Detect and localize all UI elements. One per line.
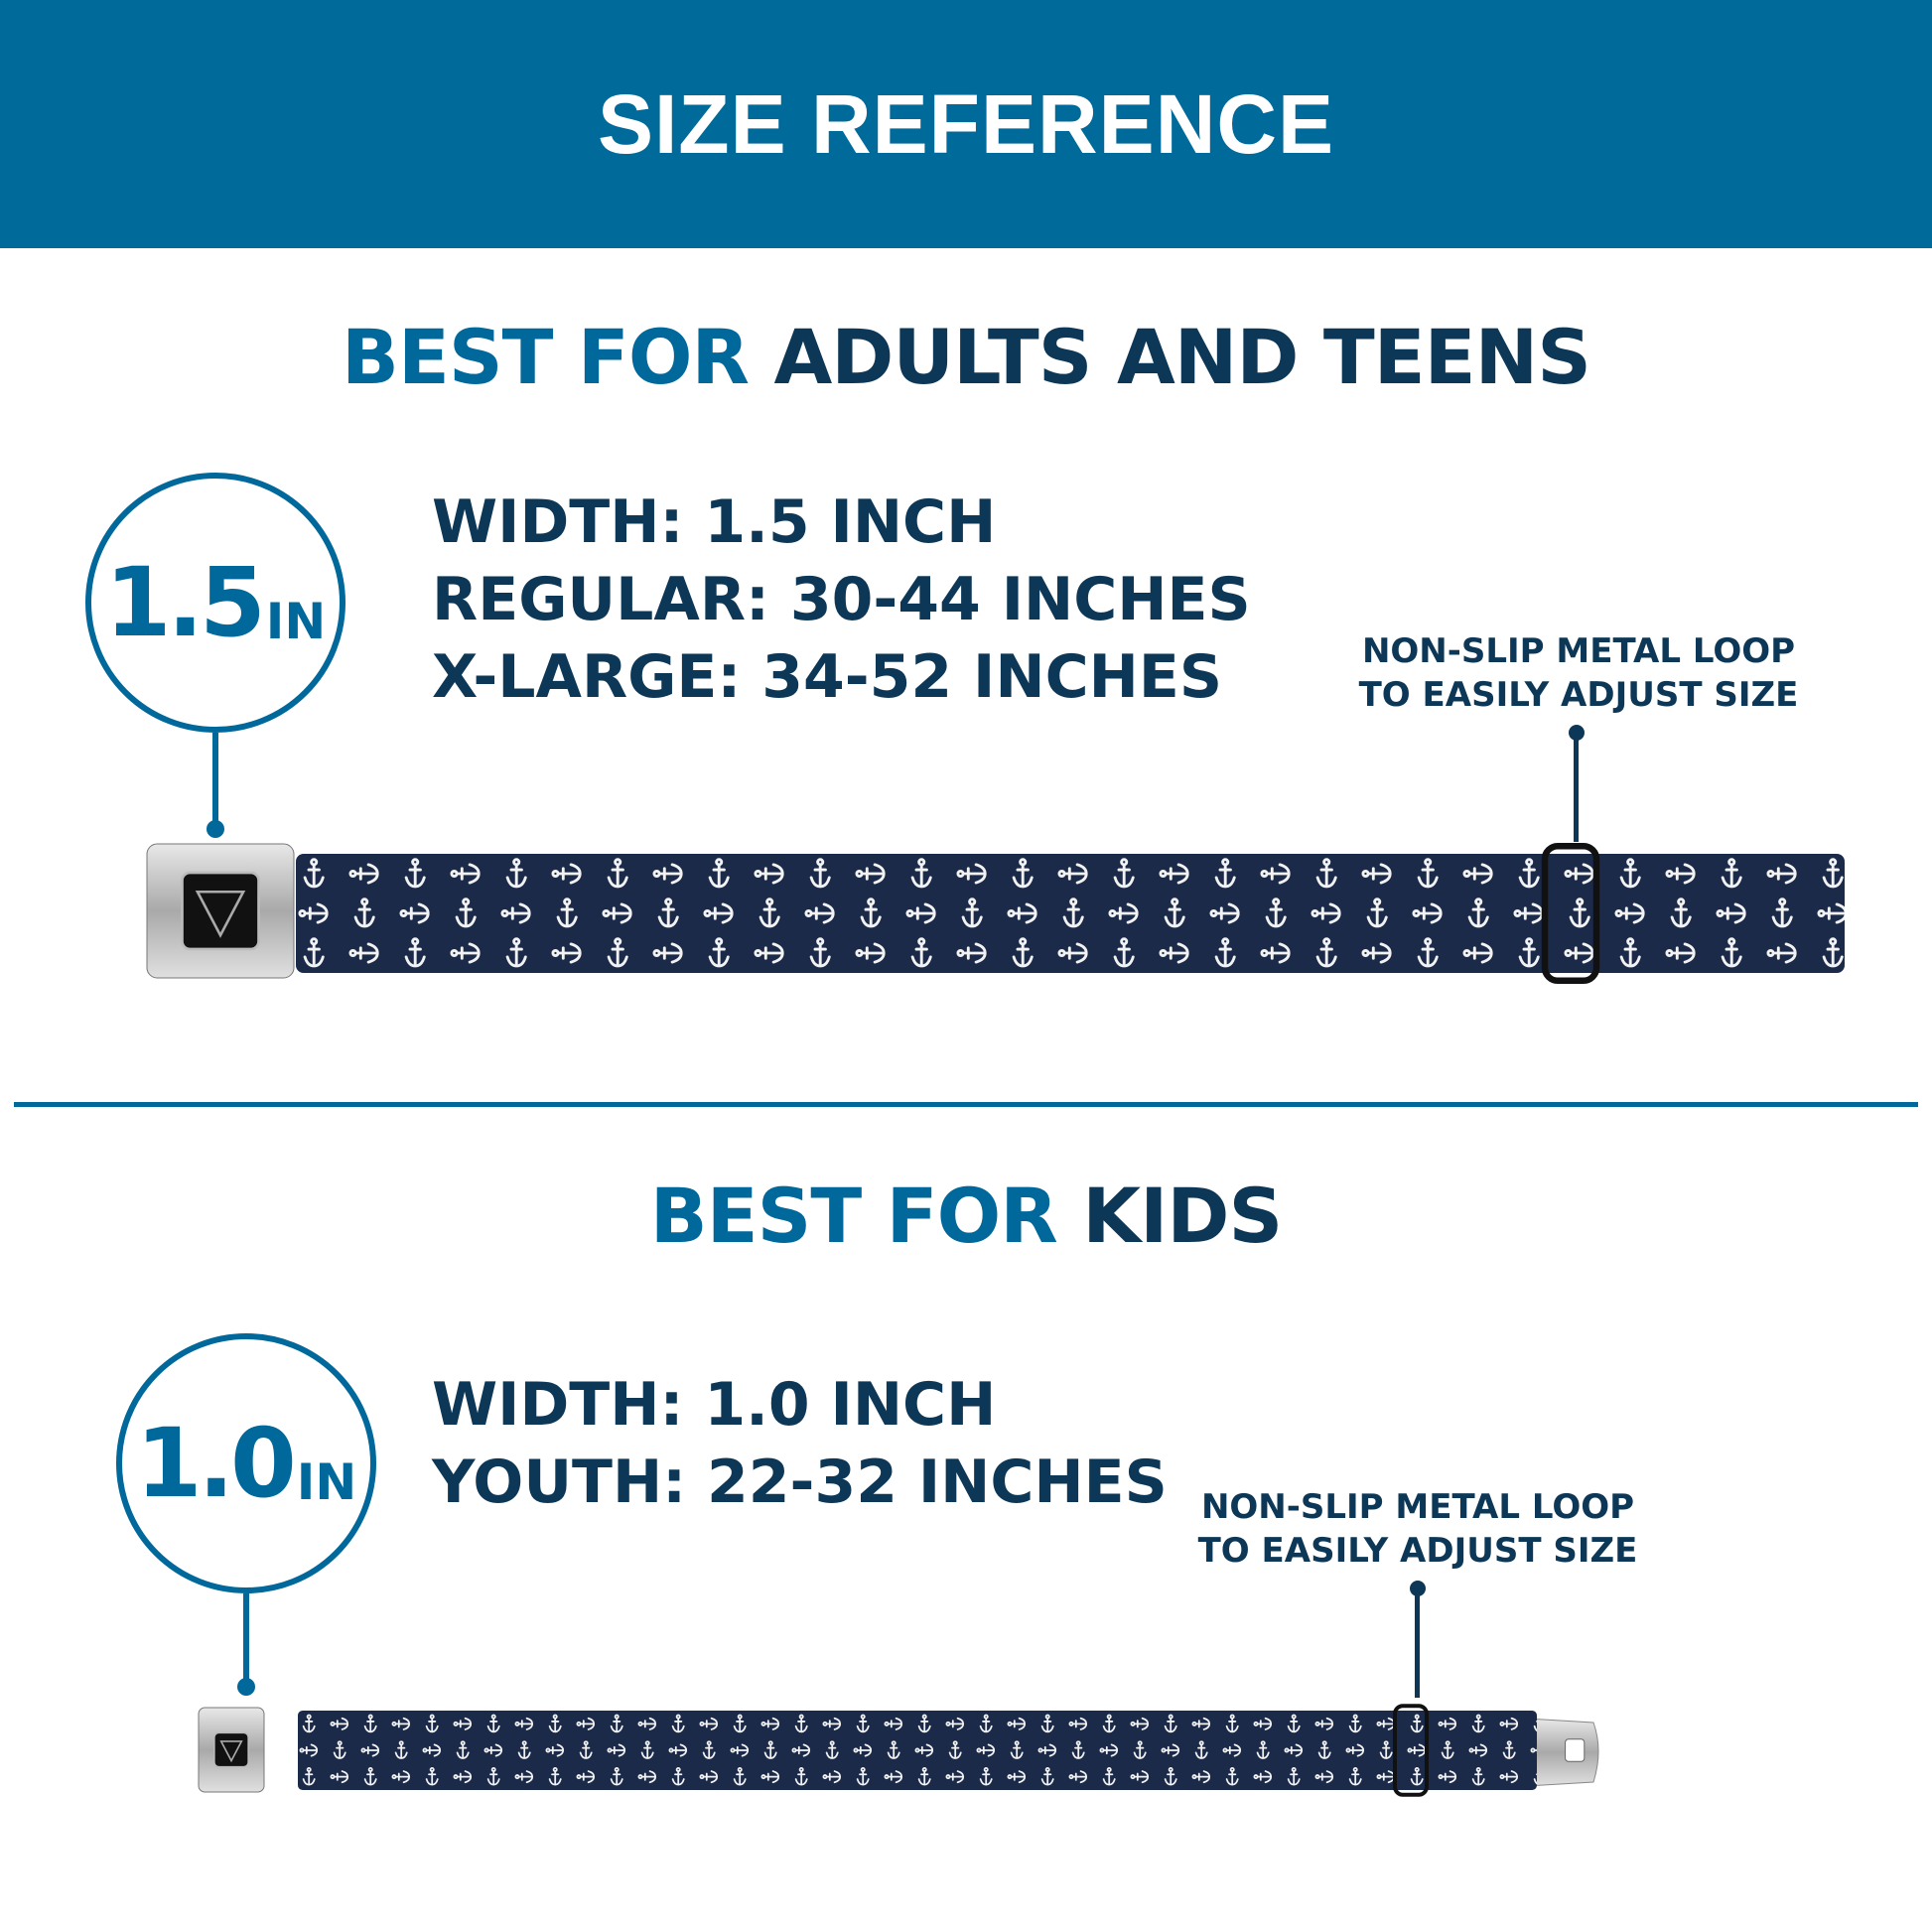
header-banner: SIZE REFERENCE (0, 0, 1932, 248)
heading-main: KIDS (1082, 1172, 1283, 1260)
note-line: TO EASILY ADJUST SIZE (1197, 1531, 1638, 1571)
section-divider (14, 1102, 1918, 1107)
seatbelt-belt-adult (146, 842, 1845, 985)
tongue-slot (1565, 1738, 1586, 1762)
badge-number: 1.0 (135, 1408, 297, 1519)
width-badge-adult: 1.5 IN (85, 473, 345, 733)
spec-youth: YOUTH: 22-32 INCHES (432, 1448, 1168, 1517)
kids-heading: BEST FOR KIDS (0, 1172, 1932, 1260)
adult-specs: WIDTH: 1.5 INCH REGULAR: 30-44 INCHES X-… (432, 483, 1251, 716)
note-line-pointer (1574, 733, 1579, 842)
shield-logo-icon (219, 1740, 243, 1763)
loop-note-kids: NON-SLIP METAL LOOP TO EASILY ADJUST SIZ… (1160, 1485, 1676, 1573)
buckle-tongue (1526, 1718, 1599, 1787)
loop-note-adult: NON-SLIP METAL LOOP TO EASILY ADJUST SIZ… (1320, 629, 1837, 717)
connector-line (243, 1593, 249, 1686)
connector-dot (237, 1678, 255, 1696)
note-line: TO EASILY ADJUST SIZE (1358, 675, 1799, 715)
kids-specs: WIDTH: 1.0 INCH YOUTH: 22-32 INCHES (432, 1366, 1168, 1521)
spec-xlarge: X-LARGE: 34-52 INCHES (432, 642, 1223, 712)
width-badge-kids: 1.0 IN (116, 1333, 376, 1593)
heading-accent: BEST FOR (342, 313, 750, 401)
note-line-pointer (1415, 1588, 1420, 1698)
spec-width: WIDTH: 1.0 INCH (432, 1370, 997, 1440)
connector-line (212, 733, 218, 827)
heading-accent: BEST FOR (649, 1172, 1058, 1260)
spec-width: WIDTH: 1.5 INCH (432, 487, 997, 557)
shield-logo-icon (195, 890, 246, 938)
metal-loop[interactable] (1393, 1704, 1429, 1797)
spec-regular: REGULAR: 30-44 INCHES (432, 565, 1251, 634)
note-line: NON-SLIP METAL LOOP (1200, 1487, 1635, 1527)
badge-unit: IN (265, 593, 327, 650)
anchor-icon (1874, 899, 1892, 926)
page-title: SIZE REFERENCE (597, 76, 1335, 171)
seatbelt-belt-kids (198, 1704, 1599, 1797)
strap (298, 1711, 1537, 1790)
badge-number: 1.5 (104, 547, 266, 658)
anchor-icon (1869, 865, 1896, 883)
connector-dot (207, 820, 224, 838)
note-line: NON-SLIP METAL LOOP (1361, 631, 1796, 671)
metal-loop[interactable] (1541, 842, 1600, 985)
badge-unit: IN (296, 1453, 357, 1511)
strap (296, 854, 1845, 973)
heading-main: ADULTS AND TEENS (773, 313, 1590, 401)
adults-heading: BEST FOR ADULTS AND TEENS (0, 313, 1932, 401)
anchor-icon (1869, 944, 1896, 962)
